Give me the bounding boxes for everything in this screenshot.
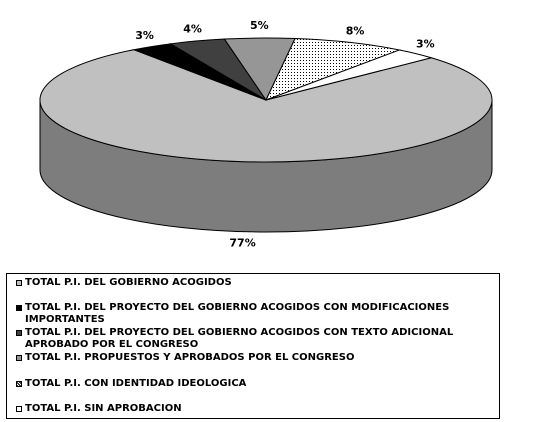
- data-label: 5%: [250, 19, 269, 32]
- data-label: 8%: [346, 24, 365, 37]
- data-label: 4%: [183, 23, 202, 36]
- pie-slice: [39, 49, 493, 163]
- legend-swatch: [16, 406, 22, 412]
- legend-swatch: [16, 280, 22, 286]
- data-label: 3%: [135, 29, 154, 42]
- legend-swatch: [16, 330, 22, 336]
- legend: TOTAL P.I. DEL GOBIERNO ACOGIDOS TOTAL P.…: [6, 273, 500, 419]
- data-label: 77%: [229, 237, 255, 250]
- data-label: 3%: [416, 38, 435, 51]
- legend-item: TOTAL P.I. CON IDENTIDAD IDEOLOGICA: [16, 378, 485, 390]
- legend-item: TOTAL P.I. PROPUESTOS Y APROBADOS POR EL…: [16, 352, 485, 364]
- legend-label: TOTAL P.I. DEL PROYECTO DEL GOBIERNO ACO…: [25, 327, 454, 350]
- legend-label: TOTAL P.I. CON IDENTIDAD IDEOLOGICA: [25, 378, 247, 389]
- legend-item: TOTAL P.I. DEL GOBIERNO ACOGIDOS: [16, 277, 485, 289]
- legend-item: TOTAL P.I. DEL PROYECTO DEL GOBIERNO ACO…: [16, 302, 485, 326]
- legend-swatch: [16, 305, 22, 311]
- chart: 77% 3% 4% 5% 8% 3%: [39, 19, 493, 250]
- legend-label: TOTAL P.I. SIN APROBACION: [25, 403, 182, 414]
- legend-item: TOTAL P.I. DEL PROYECTO DEL GOBIERNO ACO…: [16, 327, 485, 351]
- legend-label: TOTAL P.I. PROPUESTOS Y APROBADOS POR EL…: [25, 352, 355, 363]
- pie-slice: [265, 49, 434, 101]
- legend-label: TOTAL P.I. DEL GOBIERNO ACOGIDOS: [25, 277, 232, 288]
- legend-swatch: [16, 355, 22, 361]
- legend-item: TOTAL P.I. SIN APROBACION: [16, 403, 485, 415]
- legend-swatch: [16, 381, 22, 387]
- legend-label: TOTAL P.I. DEL PROYECTO DEL GOBIERNO ACO…: [25, 302, 450, 325]
- pie-slice: [265, 38, 402, 101]
